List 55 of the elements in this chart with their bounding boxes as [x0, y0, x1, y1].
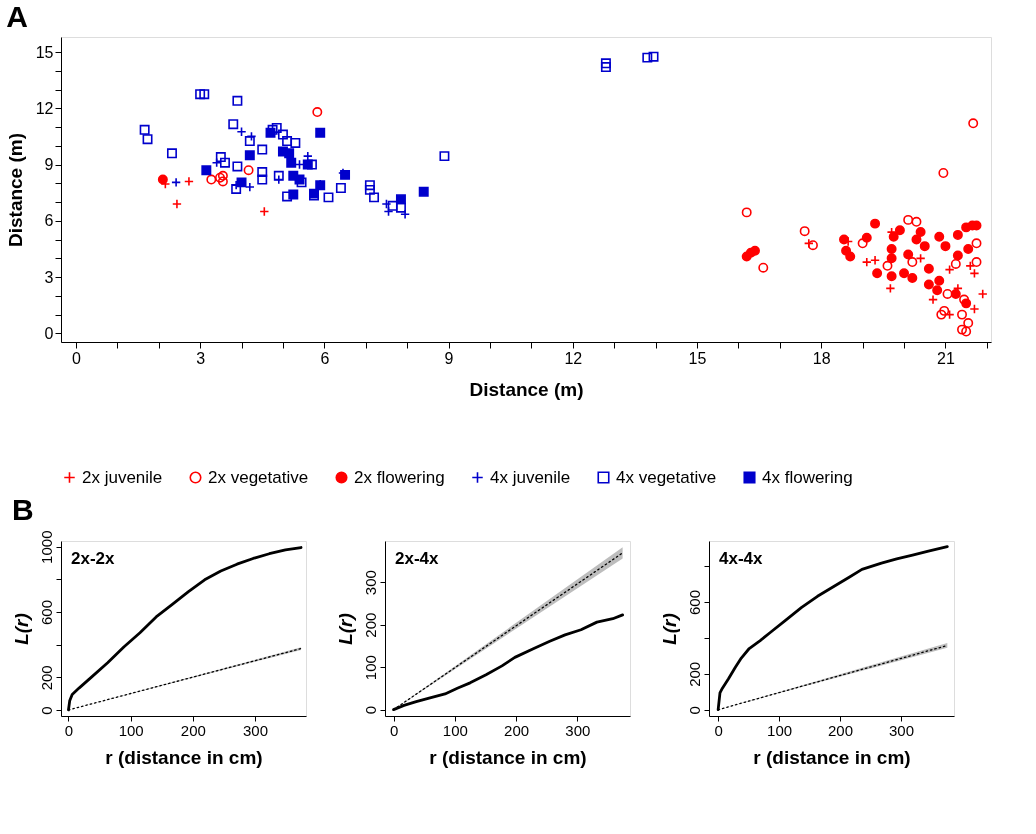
y-tick-label: 12 — [35, 99, 54, 117]
x-tick-label: 9 — [444, 349, 454, 367]
x-tick-label: 100 — [118, 721, 144, 739]
x-tick-label: 300 — [565, 721, 591, 739]
annotation: 4x-4x — [719, 549, 764, 568]
x-tick-label: 0 — [714, 721, 723, 739]
x-axis-title: r (distance in cm) — [753, 746, 911, 768]
x-axis-title: Distance (m) — [469, 378, 584, 400]
x-tick-label: 6 — [320, 349, 330, 367]
x-tick-label: 3 — [196, 349, 206, 367]
x-tick-label: 300 — [888, 721, 914, 739]
y-tick-label: 3 — [44, 268, 54, 286]
annotation: 2x-4x — [395, 549, 440, 568]
y-axis-title: L(r) — [658, 613, 680, 645]
y-tick-label: 600 — [37, 600, 55, 626]
x-tick-label: 18 — [812, 349, 831, 367]
y-tick-label: 200 — [685, 661, 703, 687]
legend-label: 4x juvenile — [490, 467, 571, 487]
legend-label: 4x flowering — [762, 467, 853, 487]
x-tick-label: 100 — [442, 721, 468, 739]
y-tick-label: 100 — [361, 655, 379, 681]
y-tick-label: 200 — [37, 665, 55, 691]
y-tick-label: 0 — [37, 706, 55, 715]
x-tick-label: 200 — [828, 721, 854, 739]
y-tick-label: 600 — [685, 590, 703, 616]
x-tick-label: 0 — [64, 721, 74, 739]
x-axis-title: r (distance in cm) — [429, 746, 587, 768]
y-tick-label: 200 — [361, 612, 379, 638]
x-tick-label: 200 — [180, 721, 206, 739]
legend-label: 2x flowering — [354, 467, 445, 487]
x-tick-label: 21 — [937, 349, 955, 367]
y-tick-label: 0 — [44, 324, 54, 342]
y-tick-label: 0 — [361, 705, 379, 715]
annotation: 2x-2x — [71, 549, 116, 568]
x-tick-label: 100 — [767, 721, 793, 739]
y-axis-title: Distance (m) — [4, 132, 26, 248]
y-tick-label: 1000 — [37, 530, 55, 564]
x-tick-label: 0 — [389, 721, 399, 739]
y-tick-label: 15 — [35, 43, 54, 61]
legend-label: 2x vegetative — [208, 467, 309, 487]
y-tick-label: 0 — [685, 706, 703, 715]
y-tick-label: 300 — [361, 570, 379, 596]
chart-title: A — [6, 0, 28, 33]
x-tick-label: 12 — [564, 349, 583, 367]
y-tick-label: 6 — [44, 212, 54, 230]
x-axis-title: r (distance in cm) — [105, 746, 263, 768]
x-tick-label: 0 — [71, 349, 81, 367]
legend-label: 4x vegetative — [616, 467, 717, 487]
chart-title: B — [12, 493, 34, 527]
y-axis-title: L(r) — [334, 613, 356, 645]
legend-label: 2x juvenile — [82, 467, 163, 487]
y-axis-title: L(r) — [10, 613, 32, 645]
y-tick-label: 9 — [44, 156, 54, 174]
x-tick-label: 200 — [504, 721, 530, 739]
x-tick-label: 300 — [242, 721, 269, 739]
